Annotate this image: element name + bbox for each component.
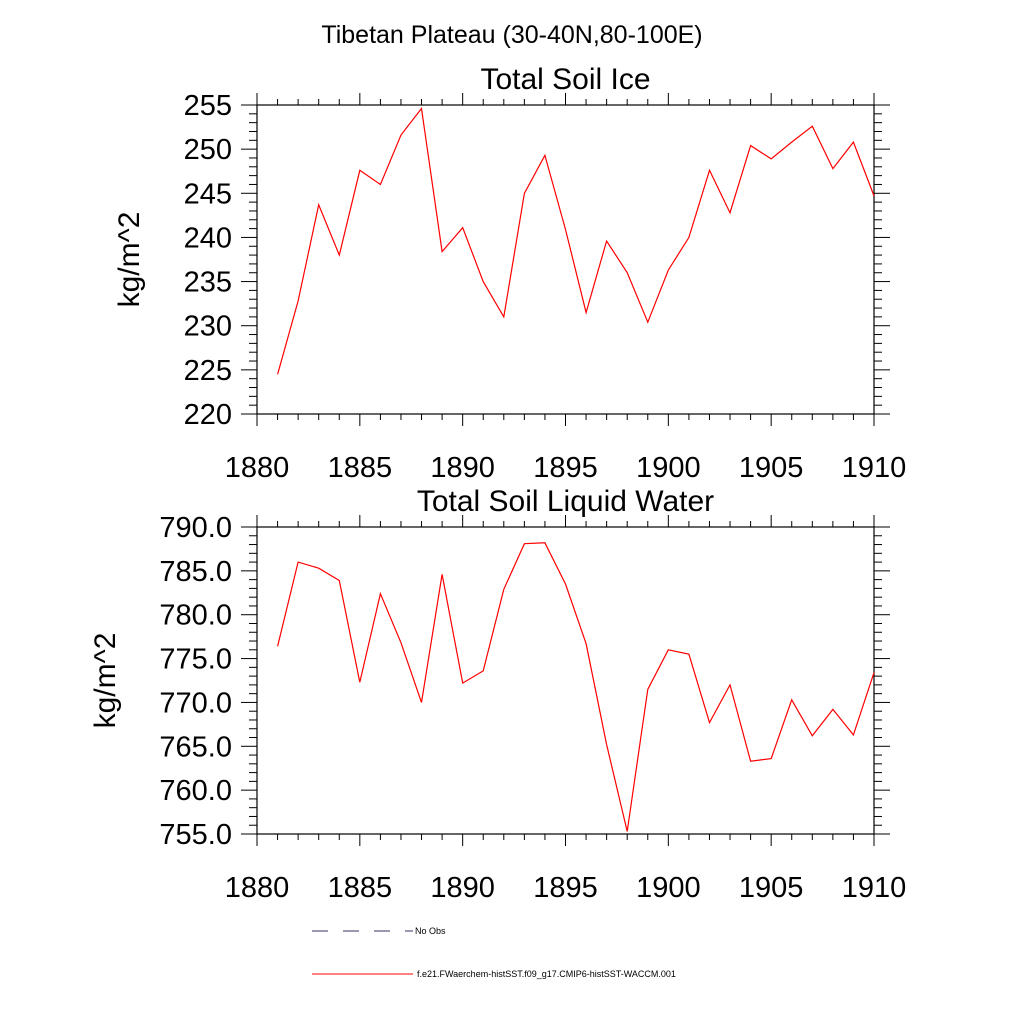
chart-title: Total Soil Ice <box>480 63 650 96</box>
figure-suptitle: Tibetan Plateau (30-40N,80-100E) <box>321 21 702 49</box>
y-tick-label: 770.0 <box>159 687 232 719</box>
x-tick-label: 1880 <box>225 872 290 904</box>
legend: No Obs f.e21.FWaerchem-histSST.f09_g17.CM… <box>312 926 676 979</box>
x-tick-label: 1880 <box>225 452 290 484</box>
legend-label: f.e21.FWaerchem-histSST.f09_g17.CMIP6-hi… <box>417 969 676 979</box>
y-tick-label: 780.0 <box>159 600 232 632</box>
y-tick-label: 775.0 <box>159 644 232 676</box>
x-tick-label: 1890 <box>430 452 495 484</box>
x-tick-label: 1905 <box>739 452 804 484</box>
y-tick-label: 245 <box>184 178 232 210</box>
x-tick-label: 1885 <box>328 872 393 904</box>
x-tick-label: 1885 <box>328 452 393 484</box>
x-tick-label: 1895 <box>533 872 598 904</box>
y-tick-label: 785.0 <box>159 556 232 588</box>
legend-item-waccm: f.e21.FWaerchem-histSST.f09_g17.CMIP6-hi… <box>312 969 676 979</box>
y-tick-label: 235 <box>184 267 232 299</box>
x-tick-label: 1900 <box>636 452 701 484</box>
legend-item-no-obs: No Obs <box>312 926 446 936</box>
legend-label: No Obs <box>415 926 446 936</box>
y-tick-label: 220 <box>184 399 232 431</box>
x-tick-label: 1890 <box>430 872 495 904</box>
y-tick-label: 240 <box>184 222 232 254</box>
plot-frame <box>256 526 875 835</box>
y-axis-label: kg/m^2 <box>113 212 146 308</box>
x-tick-label: 1900 <box>636 872 701 904</box>
y-tick-label: 225 <box>184 355 232 387</box>
y-tick-label: 230 <box>184 311 232 343</box>
x-tick-label: 1910 <box>842 872 907 904</box>
y-tick-label: 765.0 <box>159 731 232 763</box>
x-tick-label: 1910 <box>842 452 907 484</box>
chart-panels: Total Soil Ice kg/m^2 1880 1885 1890 1895 1900… <box>89 63 906 904</box>
chart-panel-1: Total Soil Ice kg/m^2 1880 1885 1890 1895 1900… <box>113 63 906 484</box>
plot-frame <box>256 104 875 415</box>
chart-title: Total Soil Liquid Water <box>417 485 714 518</box>
y-tick-label: 755.0 <box>159 819 232 851</box>
y-tick-label: 760.0 <box>159 775 232 807</box>
x-tick-label: 1895 <box>533 452 598 484</box>
series-line-1 <box>277 107 875 375</box>
series-line-1 <box>277 542 875 832</box>
y-tick-label: 255 <box>184 90 232 122</box>
y-tick-label: 790.0 <box>159 512 232 544</box>
x-tick-label: 1905 <box>739 872 804 904</box>
y-axis-label: kg/m^2 <box>89 633 122 729</box>
chart-panel-2: Total Soil Liquid Water kg/m^2 1880 1885 189… <box>89 485 906 904</box>
y-tick-label: 250 <box>184 134 232 166</box>
